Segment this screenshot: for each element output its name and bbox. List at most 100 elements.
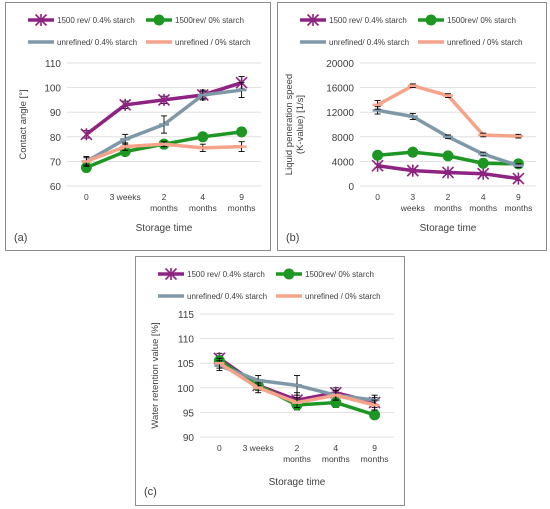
legend-marker (153, 14, 165, 26)
x-tick-label: 3 weeks (110, 192, 141, 202)
legend-label: 1500rev/ 0% starch (305, 270, 374, 279)
legend-item: unrefined / 0% starch (276, 292, 381, 301)
y-tick-label: 90 (50, 108, 62, 119)
series (214, 357, 380, 411)
legend-item: unrefined / 0% starch (146, 38, 251, 47)
x-axis-title: Storage time (136, 223, 193, 234)
legend-label: 1500 rev/ 0.4% starch (329, 16, 407, 25)
x-tick-label: 9 (372, 443, 377, 453)
y-tick-label: 60 (50, 182, 62, 193)
x-tick-label: months (361, 454, 389, 464)
data-point (197, 131, 209, 143)
series (81, 141, 247, 166)
x-tick-label: months (189, 203, 217, 213)
y-tick-label: 80 (50, 133, 62, 144)
legend-item: 1500 rev/ 0.4% starch (158, 267, 265, 281)
legend-item: 1500rev/ 0% starch (276, 268, 374, 280)
x-tick-label: 4 (481, 192, 486, 202)
x-tick-label: months (150, 203, 178, 213)
y-axis-title: Water retention value [%] (150, 322, 161, 428)
y-tick-label: 110 (45, 59, 61, 70)
x-axis-title: Storage time (269, 477, 326, 488)
legend-label: unrefined/ 0.4% starch (57, 38, 137, 47)
x-tick-label: months (504, 203, 532, 213)
x-tick-label: 2 (162, 192, 167, 202)
legend: 1500 rev/ 0.4% starch 1500rev/ 0% starch u… (300, 13, 523, 47)
x-tick-label: months (228, 203, 256, 213)
x-tick-label: 3 weeks (243, 443, 274, 453)
x-tick-label: 2 (446, 192, 451, 202)
legend-item: unrefined/ 0.4% starch (28, 38, 137, 47)
y-axis: 60 70 80 90 100 110 (44, 59, 261, 193)
legend-marker (306, 13, 320, 27)
legend-item: unrefined / 0% starch (418, 38, 523, 47)
x-tick-label: 9 (516, 192, 521, 202)
data-point (512, 172, 525, 185)
series (372, 146, 524, 170)
x-tick-label: 0 (375, 192, 380, 202)
panel-label: (b) (286, 232, 299, 244)
legend-label: 1500 rev/ 0.4% starch (187, 270, 265, 279)
data-point (406, 164, 419, 177)
x-tick-label: months (469, 203, 497, 213)
data-point (442, 150, 454, 162)
y-axis-title: Contact angle [°] (18, 89, 29, 159)
chart-svg: 1500 rev/ 0.4% starch 1500rev/ 0% starch u… (144, 267, 394, 498)
x-tick-label: 0 (217, 443, 222, 453)
legend-label: unrefined/ 0.4% starch (329, 38, 409, 47)
y-axis-title: Liquid peneration speed (284, 74, 295, 175)
x-tick-label: months (283, 454, 311, 464)
data-point (236, 126, 248, 138)
y-tick-label: 70 (50, 157, 62, 168)
legend-label: unrefined / 0% starch (305, 292, 381, 301)
x-tick-label: 4 (200, 192, 205, 202)
legend-marker (34, 13, 48, 27)
chart-svg: 1500 rev/ 0.4% starch 1500rev/ 0% starch u… (14, 13, 261, 244)
legend-label: unrefined/ 0.4% starch (187, 292, 267, 301)
y-tick-label: 8000 (332, 133, 355, 144)
y-axis: 90 95 100 105 110 115 (177, 310, 394, 444)
y-tick-label: 20000 (326, 59, 354, 70)
legend-marker (164, 267, 178, 281)
x-tick-label: months (434, 203, 462, 213)
data-point (372, 149, 384, 161)
y-tick-label: 95 (183, 408, 195, 419)
y-tick-label: 110 (178, 335, 194, 346)
legend-item: 1500rev/ 0% starch (146, 14, 244, 26)
legend-marker (425, 14, 437, 26)
y-tick-label: 0 (348, 182, 354, 193)
data-point (477, 167, 490, 180)
x-tick-label: 2 (295, 443, 300, 453)
legend-label: 1500 rev/ 0.4% starch (57, 16, 135, 25)
y-tick-label: 12000 (326, 108, 354, 119)
y-tick-label: 16000 (326, 84, 354, 95)
chart-panel-b: 1500 rev/ 0.4% starch 1500rev/ 0% starch u… (277, 2, 547, 251)
legend-label: 1500rev/ 0% starch (175, 16, 244, 25)
legend: 1500 rev/ 0.4% starch 1500rev/ 0% starch u… (158, 267, 381, 301)
y-axis-title: (K-value) [1/s] (295, 95, 306, 154)
x-tick-label: 3 (410, 192, 415, 202)
data-point (80, 128, 93, 141)
y-tick-label: 100 (177, 384, 194, 395)
legend-label: 1500rev/ 0% starch (447, 16, 516, 25)
chart-svg: 1500 rev/ 0.4% starch 1500rev/ 0% starch u… (284, 13, 536, 244)
x-tick-label: 4 (333, 443, 338, 453)
series (80, 76, 248, 141)
panel-label: (a) (14, 232, 27, 244)
y-tick-label: 115 (178, 310, 194, 321)
data-point (119, 98, 132, 111)
y-tick-label: 90 (183, 433, 195, 444)
legend-item: 1500 rev/ 0.4% starch (28, 13, 135, 27)
data-point (369, 409, 381, 421)
legend-item: 1500rev/ 0% starch (418, 14, 516, 26)
y-tick-label: 105 (177, 359, 194, 370)
chart-panel-a: 1500 rev/ 0.4% starch 1500rev/ 0% starch u… (5, 2, 271, 251)
y-tick-label: 4000 (332, 157, 355, 168)
series (372, 83, 524, 139)
legend-item: unrefined/ 0.4% starch (300, 38, 409, 47)
legend-label: unrefined / 0% starch (447, 38, 523, 47)
x-tick-label: weeks (400, 203, 425, 213)
legend-item: unrefined/ 0.4% starch (158, 292, 267, 301)
